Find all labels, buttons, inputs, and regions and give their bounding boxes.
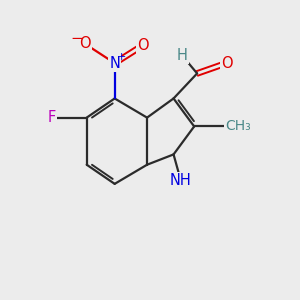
Text: NH: NH xyxy=(170,173,192,188)
Text: −: − xyxy=(70,31,83,46)
Text: +: + xyxy=(116,52,126,62)
Text: O: O xyxy=(137,38,148,53)
Text: N: N xyxy=(109,56,120,70)
Text: F: F xyxy=(47,110,56,125)
Text: O: O xyxy=(221,56,232,70)
Text: CH₃: CH₃ xyxy=(225,119,251,134)
Text: H: H xyxy=(177,48,188,63)
Text: O: O xyxy=(80,37,91,52)
